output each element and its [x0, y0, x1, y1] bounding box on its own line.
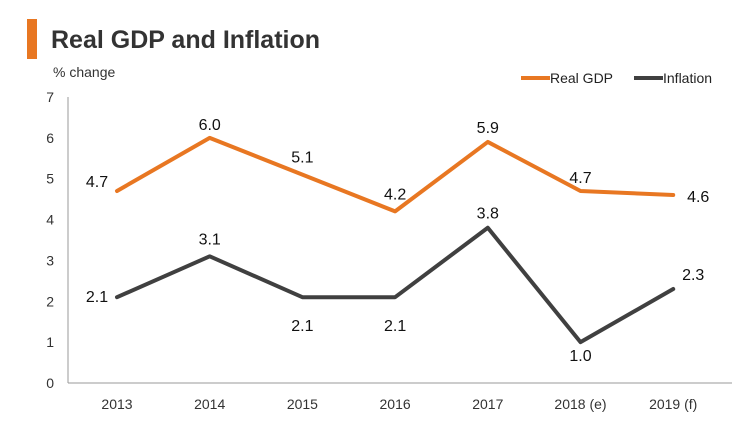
data-label: 4.7 — [86, 174, 108, 191]
legend-label: Inflation — [663, 70, 712, 86]
series-line-real-gdp — [115, 135, 676, 214]
x-tick-label: 2018 (e) — [554, 396, 606, 412]
legend: Real GDP Inflation — [521, 70, 712, 86]
legend-label: Real GDP — [550, 70, 613, 86]
data-label: 2.1 — [291, 318, 313, 335]
title-accent-bar — [27, 19, 37, 59]
data-label: 5.9 — [477, 120, 499, 137]
x-tick-label: 2015 — [287, 396, 318, 412]
x-tick-label: 2013 — [101, 396, 132, 412]
y-tick-label: 2 — [46, 293, 54, 309]
y-tick-label: 7 — [46, 89, 54, 105]
x-tick-label: 2014 — [194, 396, 225, 412]
y-tick-label: 0 — [46, 375, 54, 391]
y-tick-label: 5 — [46, 171, 54, 187]
y-axis-label: % change — [53, 64, 115, 80]
data-label: 2.1 — [86, 289, 108, 306]
chart-title: Real GDP and Inflation — [51, 26, 321, 54]
series-layer: 4.7 6.0 5.1 4.2 5.9 4.7 4.6 2.1 3.1 2.1 2.1 3.8 1.0 2… — [86, 117, 710, 365]
x-tick-label: 2016 — [380, 396, 411, 412]
data-label: 4.7 — [569, 170, 591, 187]
series-line-inflation — [115, 225, 676, 345]
data-label: 2.3 — [682, 267, 704, 284]
data-label: 4.6 — [687, 189, 709, 206]
y-tick-label: 1 — [46, 334, 54, 350]
data-label: 4.2 — [384, 186, 406, 203]
data-label: 3.8 — [477, 206, 499, 223]
y-tick-label: 3 — [46, 252, 54, 268]
x-tick-label: 2019 (f) — [649, 396, 697, 412]
data-label: 6.0 — [199, 117, 221, 134]
data-label: 1.0 — [569, 348, 591, 365]
axes: 0 1 2 3 4 5 6 7 2013 2014 2015 2016 2017 2018 (e) 2019… — [46, 89, 732, 412]
y-tick-label: 6 — [46, 130, 54, 146]
data-label: 5.1 — [291, 150, 313, 167]
data-label: 3.1 — [199, 231, 221, 248]
y-tick-label: 4 — [46, 212, 54, 228]
data-label: 2.1 — [384, 318, 406, 335]
x-tick-label: 2017 — [472, 396, 503, 412]
